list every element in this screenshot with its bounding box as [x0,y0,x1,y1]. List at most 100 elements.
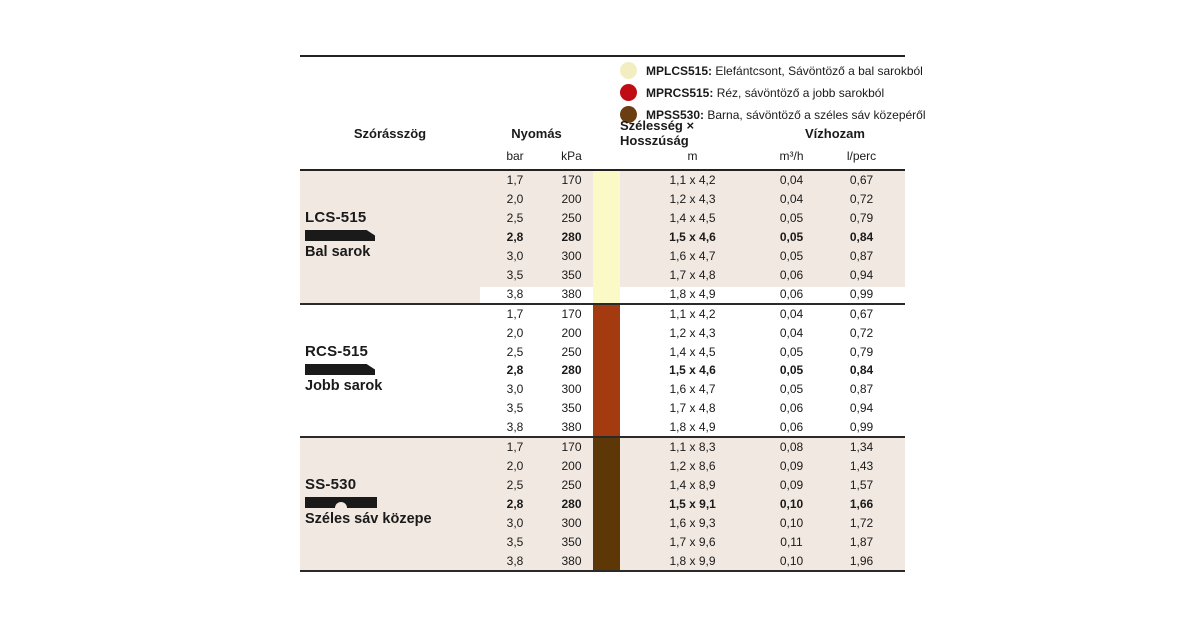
legend-item-mprcs515: MPRCS515: Réz, sávöntöző a jobb sarokból [620,84,926,101]
ivory-dot-icon [620,62,637,79]
table-cell-dim: 1,6 x 4,7 [669,248,716,263]
table-cell-m3h: 0,05 [779,382,804,397]
table-cell-dim: 1,7 x 9,6 [669,534,716,549]
table-cell-kpa: 300 [561,248,582,263]
table-cell-dim: 1,5 x 9,1 [669,496,716,511]
table-cell-dim: 1,4 x 4,5 [669,211,716,226]
legend-code: MPRCS515: [646,85,714,100]
right-corner-spray-pattern-icon [305,364,375,375]
table-cell-kpa: 350 [561,400,582,415]
table-cell-kpa: 300 [561,382,582,397]
color-legend: MPLCS515: Elefántcsont, Sávöntöző a bal … [620,62,926,128]
table-cell-lperc: 1,87 [849,534,874,549]
table-cell-m3h: 0,10 [779,515,804,530]
table-cell-bar: 3,0 [506,248,524,263]
table-cell-kpa: 170 [561,440,582,455]
table-body: LCS-515 Bal sarok 1,7 170 1,1 x 4,2 0,04 0,6… [300,169,905,572]
ivory-color-stripe [593,171,620,303]
table-cell-lperc: 0,67 [849,307,874,322]
table-cell-kpa: 280 [561,229,582,244]
table-cell-m3h: 0,06 [779,286,804,301]
table-cell-m3h: 0,10 [779,496,804,511]
header-width-length: Szélesség × Hosszúság [620,118,695,148]
table-cell-bar: 2,0 [506,459,524,474]
model-location: Széles sáv közepe [305,511,432,527]
table-cell-lperc: 0,79 [849,344,874,359]
model-location: Jobb sarok [305,378,383,394]
table-cell-dim: 1,2 x 4,3 [669,326,716,341]
table-cell-dim: 1,1 x 4,2 [669,173,716,188]
legend-label: MPLCS515: Elefántcsont, Sávöntöző a bal … [646,64,923,78]
table-cell-dim: 1,7 x 4,8 [669,400,716,415]
table-cell-kpa: 200 [561,192,582,207]
unit-m: m [687,149,698,163]
table-cell-dim: 1,2 x 8,6 [669,459,716,474]
table-cell-bar: 3,5 [506,267,524,282]
table-cell-lperc: 0,84 [849,229,874,244]
data-rows: 1,7 170 1,1 x 4,2 0,04 0,67 2,0 200 1,2 x 4,3 0,… [300,171,905,303]
table-cell-bar: 2,8 [506,496,524,511]
table-cell-bar: 3,5 [506,534,524,549]
table-cell-dim: 1,8 x 4,9 [669,286,716,301]
table-cell-kpa: 350 [561,267,582,282]
legend-code: MPSS530: [646,107,705,122]
table-cell-m3h: 0,09 [779,478,804,493]
table-cell-bar: 2,0 [506,326,524,341]
table-cell-lperc: 0,67 [849,173,874,188]
table-cell-m3h: 0,05 [779,248,804,263]
legend-code: MPLCS515: [646,63,713,78]
table-cell-dim: 1,4 x 4,5 [669,344,716,359]
brown-dot-icon [620,106,637,123]
table-cell-kpa: 350 [561,534,582,549]
table-cell-lperc: 0,87 [849,248,874,263]
table-cell-dim: 1,8 x 9,9 [669,553,716,568]
data-rows: 1,7 170 1,1 x 8,3 0,08 1,34 2,0 200 1,2 x 8,6 0,… [300,438,905,570]
model-label-block: RCS-515 Jobb sarok [305,343,477,394]
table-cell-bar: 2,0 [506,192,524,207]
table-cell-bar: 2,5 [506,211,524,226]
header-flow: Vízhozam [805,125,865,141]
table-cell-lperc: 0,94 [849,400,874,415]
table-cell-m3h: 0,04 [779,173,804,188]
table-cell-dim: 1,6 x 9,3 [669,515,716,530]
header-pressure: Nyomás [511,125,562,141]
table-cell-lperc: 0,94 [849,267,874,282]
section-bg-gap [480,287,905,303]
header-spray-angle: Szórásszög [353,125,427,141]
table-cell-kpa: 200 [561,459,582,474]
red-dot-icon [620,84,637,101]
table-cell-lperc: 1,34 [849,440,874,455]
column-headers: Szórásszög Nyomás Szélesség × Hosszúság … [300,118,905,148]
table-cell-bar: 3,8 [506,553,524,568]
table-cell-m3h: 0,11 [780,534,803,549]
unit-kpa: kPa [561,149,582,163]
table-cell-kpa: 250 [561,478,582,493]
table-cell-bar: 3,0 [506,382,524,397]
table-cell-m3h: 0,05 [779,211,804,226]
table-cell-dim: 1,1 x 8,3 [669,440,716,455]
table-cell-kpa: 380 [561,419,582,434]
legend-description: Barna, sávöntöző a széles sáv közepéről [707,107,926,122]
data-rows: 1,7 170 1,1 x 4,2 0,04 0,67 2,0 200 1,2 x 4,3 0,… [300,305,905,436]
model-name: RCS-515 [305,343,369,360]
table-cell-dim: 1,5 x 4,6 [669,363,716,378]
table-cell-m3h: 0,05 [779,229,804,244]
unit-m3-per-h: m³/h [779,149,804,163]
table-cell-m3h: 0,06 [779,419,804,434]
table-cell-kpa: 280 [561,496,582,511]
table-cell-m3h: 0,08 [779,440,804,455]
table-cell-m3h: 0,04 [779,307,804,322]
table-cell-bar: 2,5 [506,478,524,493]
table-top-border [300,55,905,57]
legend-item-mplcs515: MPLCS515: Elefántcsont, Sávöntöző a bal … [620,62,926,79]
table-cell-kpa: 380 [561,553,582,568]
table-cell-dim: 1,2 x 4,3 [669,192,716,207]
table-cell-dim: 1,7 x 4,8 [669,267,716,282]
table-cell-bar: 3,5 [506,400,524,415]
table-cell-lperc: 1,72 [849,515,874,530]
table-cell-bar: 2,8 [506,363,524,378]
table-cell-dim: 1,8 x 4,9 [669,419,716,434]
model-location: Bal sarok [305,244,371,260]
table-cell-dim: 1,6 x 4,7 [669,382,716,397]
